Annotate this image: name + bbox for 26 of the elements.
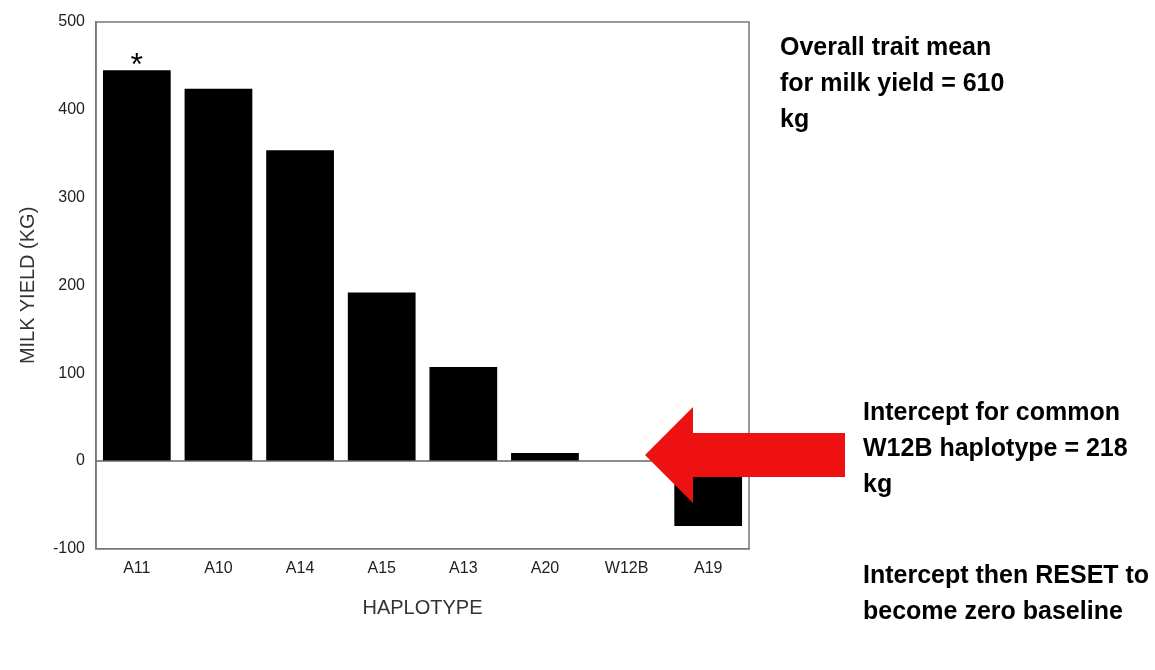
x-tick-label: A11 [123, 558, 151, 576]
bar [266, 150, 334, 461]
bar [347, 292, 416, 461]
bar [429, 367, 498, 461]
bar [184, 88, 253, 461]
text: Intercept then RESET to become zero baseline [863, 559, 1151, 626]
bar [102, 70, 171, 461]
text: Overall trait mean for milk yield = 610 kg [780, 31, 1006, 134]
x-tick-label: A14 [285, 558, 315, 576]
y-axis-title: MILK YIELD (KG) [15, 206, 38, 365]
y-tick-label: 300 [58, 188, 86, 206]
text: Intercept for common W12B haplotype = 218 kg [863, 396, 1129, 499]
y-tick-label: 100 [58, 363, 86, 381]
y-tick-label: 500 [58, 12, 86, 30]
x-tick-label: A13 [449, 558, 478, 576]
x-tick-label: A15 [367, 558, 397, 576]
y-tick-label: 200 [58, 275, 86, 293]
y-tick-label: -100 [52, 539, 86, 557]
x-tick-label: W12B [604, 558, 649, 576]
y-tick-label: 400 [58, 100, 86, 118]
x-tick-label: A20 [530, 558, 560, 576]
annotation: * [130, 46, 144, 83]
x-tick-label: A10 [204, 558, 233, 576]
x-tick-label: A19 [693, 558, 723, 576]
x-axis-title: HAPLOTYPE [362, 595, 483, 618]
y-tick-label: 0 [76, 451, 86, 469]
